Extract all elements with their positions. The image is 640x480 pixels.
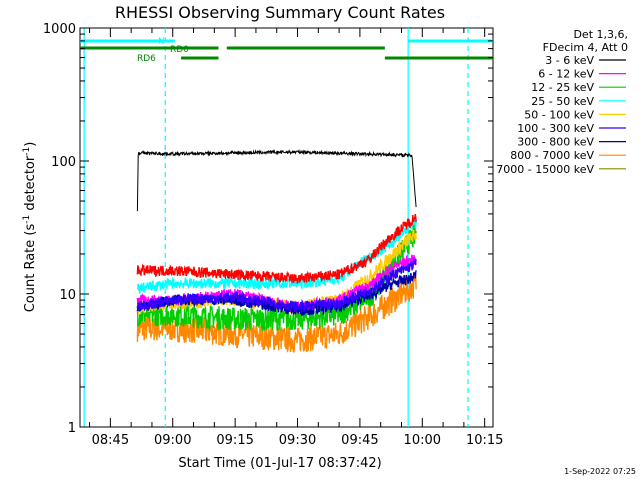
- series-line: [136, 257, 417, 313]
- x-tick-label: 08:45: [92, 433, 129, 448]
- legend-item-label: 25 - 50 keV: [531, 95, 594, 108]
- legend-item-label: 800 - 7000 keV: [510, 149, 594, 162]
- x-tick-label: 09:00: [154, 433, 191, 448]
- footer-timestamp: 1-Sep-2022 07:25: [564, 467, 636, 476]
- y-tick-label: 1: [68, 421, 76, 436]
- flag-bars: N RD0 RD6: [80, 37, 493, 64]
- reference-lines: [83, 28, 469, 427]
- legend-item-label: 50 - 100 keV: [524, 108, 594, 121]
- x-axis-ticks: 08:45 09:00 09:15 09:30 09:45 10:00 10:15: [89, 28, 503, 448]
- flag-bar-label: N: [158, 37, 165, 47]
- data-series: [136, 149, 417, 354]
- y-tick-label: 10: [59, 288, 76, 303]
- legend-item-label: 12 - 25 keV: [531, 81, 594, 94]
- series-line: [136, 274, 417, 354]
- y-axis-label: Count Rate (s-1 detector-1): [22, 142, 38, 313]
- y-tick-label: 100: [51, 155, 76, 170]
- series-line: [136, 213, 417, 285]
- x-tick-label: 10:00: [404, 433, 441, 448]
- legend-header-line-2: FDecim 4, Att 0: [543, 41, 628, 54]
- x-axis-label: Start Time (01-Jul-17 08:37:42): [178, 456, 381, 471]
- series-line: [136, 229, 417, 316]
- flag-bar-label: RD6: [137, 54, 156, 64]
- legend-item-label: 6 - 12 keV: [538, 68, 594, 81]
- series-line: [136, 270, 417, 317]
- y-axis-ticks: 1 10 100 1000: [43, 22, 493, 436]
- series-line: [136, 218, 417, 296]
- legend-item-label: 3 - 6 keV: [545, 54, 594, 67]
- plot-frame: [79, 27, 494, 428]
- x-tick-label: 09:15: [216, 433, 253, 448]
- y-tick-label: 1000: [43, 22, 76, 37]
- legend-header-line-1: Det 1,3,6,: [573, 28, 628, 41]
- legend-item-label: 100 - 300 keV: [517, 122, 594, 135]
- legend-item-label: 7000 - 15000 keV: [496, 163, 594, 176]
- x-tick-label: 09:45: [341, 433, 378, 448]
- legend-item-label: 300 - 800 keV: [517, 136, 594, 149]
- chart-title: RHESSI Observing Summary Count Rates: [115, 3, 445, 22]
- series-line: [136, 149, 417, 212]
- x-tick-label: 09:30: [279, 433, 316, 448]
- flag-bar-label: RD0: [170, 45, 189, 55]
- x-tick-label: 10:15: [466, 433, 503, 448]
